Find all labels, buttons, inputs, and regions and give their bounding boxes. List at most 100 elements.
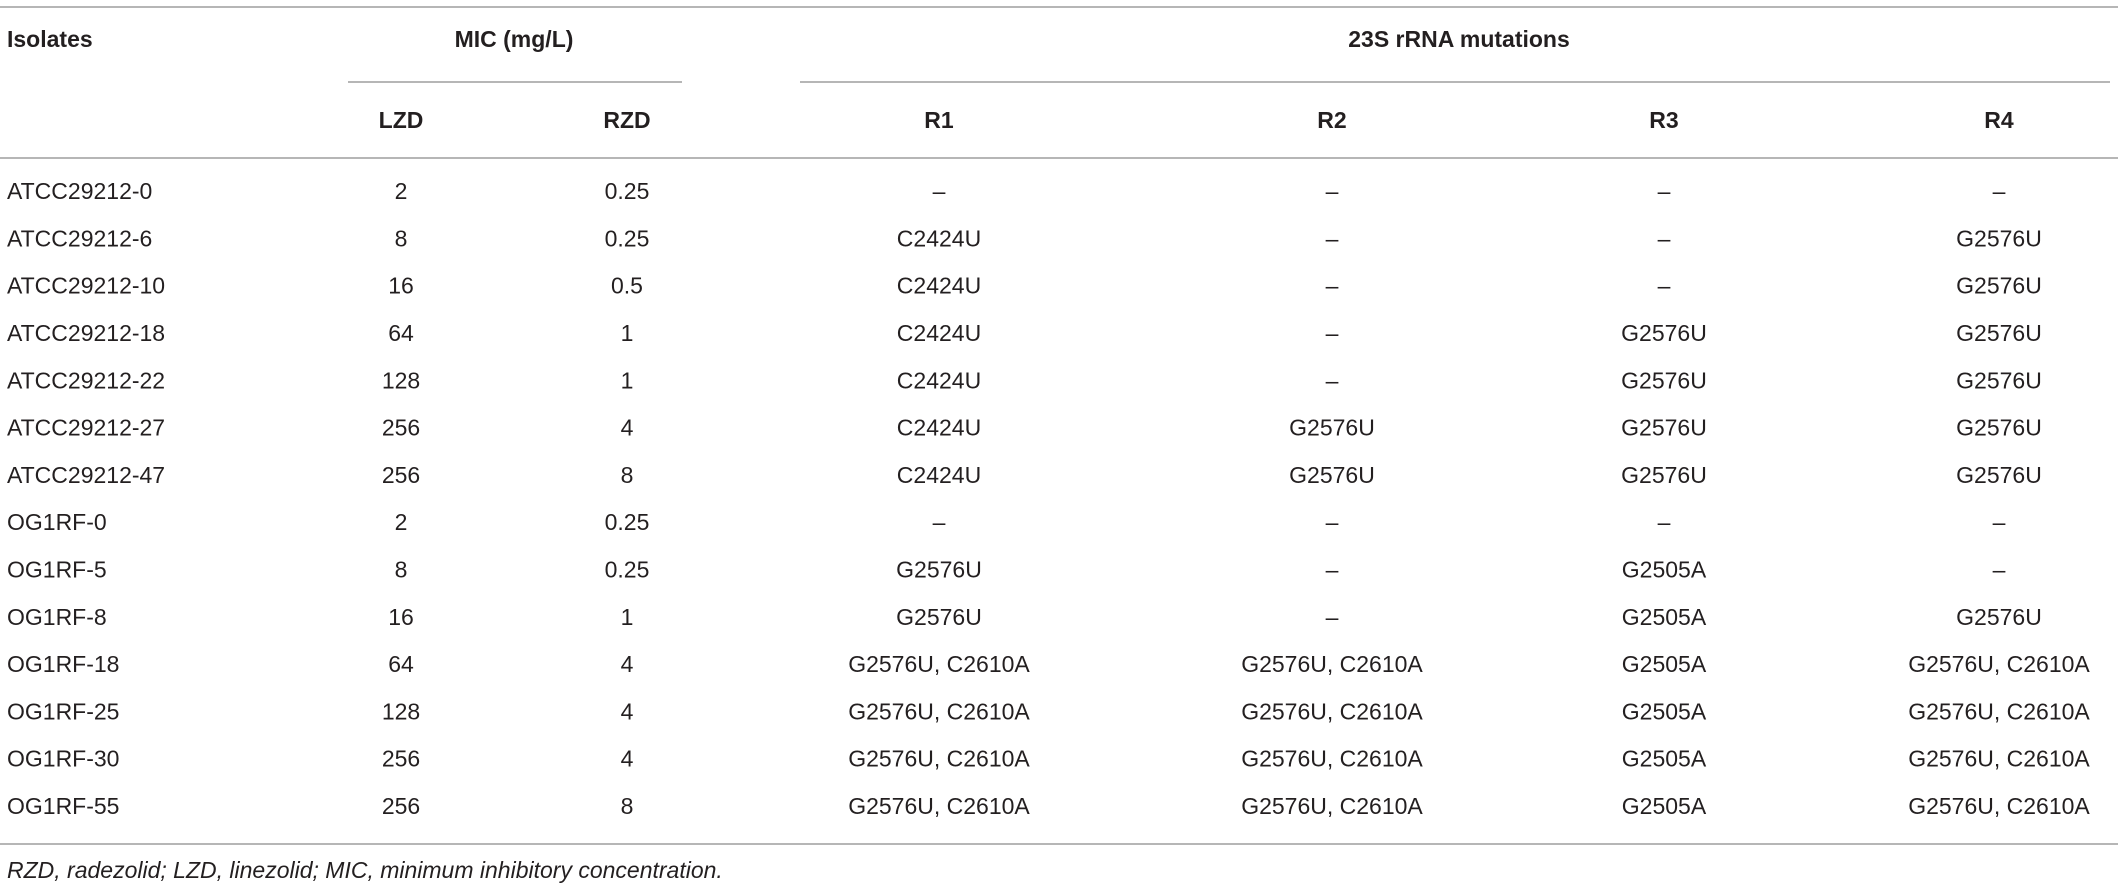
cell: G2576U <box>1956 320 2042 346</box>
cell: G2576U, C2610A <box>1908 746 2090 772</box>
header: MIC (mg/L) <box>455 26 574 52</box>
cell: G2576U <box>1621 415 1707 441</box>
cell: – <box>1326 225 1339 251</box>
cell: 1 <box>621 320 634 346</box>
cell: 256 <box>382 462 420 488</box>
cell: G2576U, C2610A <box>1241 793 1423 819</box>
cell: 0.25 <box>605 225 650 251</box>
cell: G2576U, C2610A <box>1908 651 2090 677</box>
cell: 8 <box>621 462 634 488</box>
cell: OG1RF-18 <box>7 651 119 677</box>
cell: G2576U <box>896 604 982 630</box>
cell: G2576U, C2610A <box>848 698 1030 724</box>
cell: G2576U <box>1956 604 2042 630</box>
cell: 128 <box>382 698 420 724</box>
cell: – <box>1326 604 1339 630</box>
cell: 16 <box>388 273 414 299</box>
cell: 8 <box>621 793 634 819</box>
cell: 4 <box>621 651 634 677</box>
cell: G2576U, C2610A <box>848 746 1030 772</box>
cell: 16 <box>388 604 414 630</box>
cell: 256 <box>382 793 420 819</box>
cell: C2424U <box>897 320 981 346</box>
footnote: RZD, radezolid; LZD, linezolid; MIC, min… <box>7 857 723 883</box>
cell: 4 <box>621 698 634 724</box>
cell: – <box>933 178 946 204</box>
cell: 4 <box>621 415 634 441</box>
cell: OG1RF-8 <box>7 604 107 630</box>
column-header: R4 <box>1984 107 2014 133</box>
cell: OG1RF-0 <box>7 509 107 535</box>
cell: – <box>1658 273 1671 299</box>
cell: 256 <box>382 415 420 441</box>
cell: C2424U <box>897 273 981 299</box>
cell: 0.25 <box>605 556 650 582</box>
cell: C2424U <box>897 225 981 251</box>
cell: – <box>1993 178 2006 204</box>
cell: G2576U <box>1621 320 1707 346</box>
cell: ATCC29212-6 <box>7 225 152 251</box>
cell: G2576U <box>1956 273 2042 299</box>
cell: G2576U <box>896 556 982 582</box>
cell: ATCC29212-18 <box>7 320 165 346</box>
cell: ATCC29212-0 <box>7 178 152 204</box>
cell: G2576U, C2610A <box>1908 698 2090 724</box>
cell: 0.5 <box>611 273 643 299</box>
column-header: R2 <box>1317 107 1346 133</box>
cell: G2576U <box>1621 462 1707 488</box>
cell: 64 <box>388 651 414 677</box>
cell: G2576U, C2610A <box>848 793 1030 819</box>
cell: 2 <box>395 178 408 204</box>
cell: G2576U <box>1289 415 1375 441</box>
cell: 8 <box>395 225 408 251</box>
column-header: R3 <box>1649 107 1678 133</box>
cell: G2505A <box>1622 556 1707 582</box>
cell: G2576U, C2610A <box>1241 746 1423 772</box>
cell: ATCC29212-10 <box>7 273 165 299</box>
cell: – <box>1326 367 1339 393</box>
cell: 1 <box>621 367 634 393</box>
column-header: LZD <box>379 107 424 133</box>
cell: 256 <box>382 746 420 772</box>
cell: OG1RF-25 <box>7 698 119 724</box>
cell: G2505A <box>1622 604 1707 630</box>
cell: G2505A <box>1622 793 1707 819</box>
cell: 1 <box>621 604 634 630</box>
cell: 128 <box>382 367 420 393</box>
cell: ATCC29212-27 <box>7 415 165 441</box>
cell: 64 <box>388 320 414 346</box>
cell: – <box>1326 273 1339 299</box>
cell: G2576U, C2610A <box>1241 698 1423 724</box>
cell: G2576U <box>1956 462 2042 488</box>
cell: ATCC29212-22 <box>7 367 165 393</box>
cell: G2576U, C2610A <box>1908 793 2090 819</box>
cell: OG1RF-5 <box>7 556 107 582</box>
cell: G2505A <box>1622 698 1707 724</box>
cell: – <box>1326 320 1339 346</box>
cell: – <box>1326 178 1339 204</box>
cell: ATCC29212-47 <box>7 462 165 488</box>
cell: 0.25 <box>605 178 650 204</box>
cell: – <box>1658 509 1671 535</box>
cell: – <box>1993 509 2006 535</box>
column-header: R1 <box>924 107 954 133</box>
cell: 0.25 <box>605 509 650 535</box>
cell: 2 <box>395 509 408 535</box>
cell: 4 <box>621 746 634 772</box>
cell: 8 <box>395 556 408 582</box>
column-header: RZD <box>603 107 650 133</box>
cell: G2576U <box>1289 462 1375 488</box>
cell: – <box>933 509 946 535</box>
cell: G2576U <box>1956 415 2042 441</box>
header: 23S rRNA mutations <box>1348 26 1570 52</box>
cell: G2576U, C2610A <box>848 651 1030 677</box>
cell: C2424U <box>897 415 981 441</box>
cell: G2505A <box>1622 746 1707 772</box>
cell: – <box>1658 178 1671 204</box>
cell: G2576U <box>1956 367 2042 393</box>
cell: G2576U <box>1621 367 1707 393</box>
cell: OG1RF-30 <box>7 746 119 772</box>
cell: – <box>1658 225 1671 251</box>
cell: – <box>1326 509 1339 535</box>
